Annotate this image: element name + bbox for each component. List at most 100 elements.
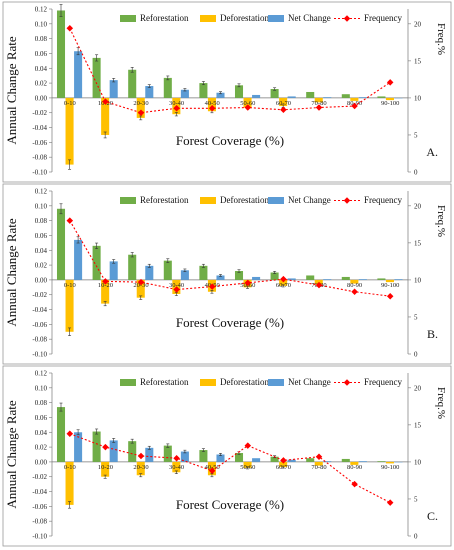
bar-deforestation bbox=[243, 461, 252, 468]
bar-reforestation bbox=[377, 461, 386, 462]
y-tick-label: -0.10 bbox=[32, 351, 47, 359]
bar-net-change bbox=[358, 279, 367, 280]
x-axis-title: Forest Coverage (%) bbox=[176, 133, 284, 148]
frequency-point bbox=[66, 217, 74, 224]
y2-tick-label: 0 bbox=[414, 351, 418, 359]
bar-deforestation bbox=[350, 279, 359, 284]
legend-marker-frequency bbox=[343, 379, 351, 386]
bar-net-change bbox=[323, 279, 332, 280]
bar-net-change bbox=[180, 451, 189, 462]
frequency-point bbox=[351, 480, 358, 488]
bar-reforestation bbox=[377, 96, 386, 98]
bar-reforestation bbox=[234, 271, 244, 280]
bar-deforestation bbox=[243, 97, 252, 108]
y-tick-label: 0.06 bbox=[35, 232, 48, 240]
bar-reforestation bbox=[92, 245, 101, 280]
y2-tick-label: 5 bbox=[414, 313, 418, 321]
legend-swatch-reforestation bbox=[120, 197, 136, 204]
bar-reforestation bbox=[306, 275, 315, 280]
frequency-point bbox=[280, 106, 287, 114]
y2-tick-label: 5 bbox=[414, 131, 418, 139]
legend-swatch-deforestation bbox=[200, 379, 216, 386]
frequency-point bbox=[244, 442, 252, 449]
x-category-label: 0-10 bbox=[64, 100, 76, 107]
legend-swatch-net-change bbox=[268, 15, 284, 22]
bar-net-change bbox=[74, 432, 83, 462]
x-category-label: 20-30 bbox=[133, 100, 148, 107]
bar-net-change bbox=[74, 51, 83, 98]
y-tick-label: 0.00 bbox=[35, 458, 48, 466]
legend-swatch-reforestation bbox=[120, 379, 136, 386]
bar-reforestation bbox=[341, 94, 350, 98]
y2-tick-label: 10 bbox=[414, 458, 422, 466]
bar-deforestation bbox=[314, 461, 323, 466]
y-tick-label: -0.06 bbox=[32, 503, 47, 511]
legend-swatch-net-change bbox=[268, 379, 284, 386]
bar-deforestation bbox=[385, 279, 394, 283]
y-tick-label: 0.02 bbox=[35, 444, 48, 452]
y-tick-label: 0.06 bbox=[35, 50, 48, 58]
bar-reforestation bbox=[270, 456, 279, 462]
x-category-label: 80-90 bbox=[347, 464, 362, 471]
x-category-label: 10-20 bbox=[98, 464, 113, 471]
legend-label-net-change: Net Change bbox=[288, 13, 331, 23]
frequency-point bbox=[173, 286, 180, 293]
bar-deforestation bbox=[279, 461, 288, 468]
frequency-line bbox=[69, 433, 391, 504]
x-category-label: 90-100 bbox=[381, 464, 399, 471]
frequency-point bbox=[173, 454, 180, 462]
frequency-point bbox=[137, 452, 145, 460]
y2-tick-label: 5 bbox=[414, 495, 418, 503]
legend-label-reforestation: Reforestation bbox=[140, 195, 189, 205]
bar-net-change bbox=[109, 261, 118, 280]
bar-reforestation bbox=[199, 450, 208, 462]
bar-reforestation bbox=[306, 458, 315, 462]
x-category-label: 30-40 bbox=[169, 100, 184, 107]
x-axis-title: Forest Coverage (%) bbox=[176, 315, 284, 330]
bar-reforestation bbox=[56, 10, 66, 98]
bar-reforestation bbox=[234, 85, 244, 98]
bar-net-change bbox=[252, 276, 261, 280]
x-category-label: 50-60 bbox=[240, 464, 255, 471]
legend-label-deforestation: Deforestation bbox=[220, 377, 269, 387]
y-tick-label: 0.12 bbox=[35, 6, 48, 14]
y-tick-label: 0.02 bbox=[35, 80, 48, 88]
y-tick-label: -0.10 bbox=[32, 533, 47, 541]
bar-deforestation bbox=[172, 461, 181, 473]
x-category-label: 90-100 bbox=[381, 100, 399, 107]
x-category-label: 40-50 bbox=[205, 100, 220, 107]
y2-tick-label: 0 bbox=[414, 169, 418, 177]
x-category-label: 0-10 bbox=[64, 282, 76, 289]
y-tick-label: -0.10 bbox=[32, 169, 47, 177]
y-tick-label: 0.00 bbox=[35, 276, 48, 284]
frequency-line bbox=[69, 28, 391, 114]
x-category-label: 90-100 bbox=[381, 282, 399, 289]
y-tick-label: 0.06 bbox=[35, 414, 48, 422]
bar-deforestation bbox=[101, 97, 110, 135]
legend-label-frequency: Frequency bbox=[364, 377, 402, 387]
bar-deforestation bbox=[101, 461, 110, 477]
frequency-point bbox=[315, 453, 323, 460]
x-category-label: 50-60 bbox=[240, 100, 255, 107]
y2-axis-title: Freq.% bbox=[435, 205, 447, 237]
y2-tick-label: 0 bbox=[414, 533, 418, 541]
bar-net-change bbox=[323, 97, 332, 98]
panel-label: C. bbox=[427, 509, 438, 523]
bar-reforestation bbox=[128, 69, 137, 98]
y-tick-label: 0.08 bbox=[35, 35, 48, 43]
frequency-point bbox=[208, 283, 216, 290]
bar-net-change bbox=[358, 461, 367, 462]
y-tick-label: 0.10 bbox=[35, 384, 48, 392]
bar-net-change bbox=[109, 80, 118, 98]
y-tick-label: -0.02 bbox=[32, 291, 47, 299]
frequency-point bbox=[244, 279, 252, 287]
bar-reforestation bbox=[234, 453, 244, 462]
bar-reforestation bbox=[341, 458, 350, 462]
bar-net-change bbox=[252, 94, 261, 98]
bar-reforestation bbox=[199, 83, 208, 98]
legend-marker-frequency bbox=[343, 197, 351, 204]
y-axis-title: Annual Change Rate bbox=[4, 36, 19, 145]
y-tick-label: 0.10 bbox=[35, 202, 48, 210]
y-tick-label: -0.04 bbox=[32, 306, 47, 314]
